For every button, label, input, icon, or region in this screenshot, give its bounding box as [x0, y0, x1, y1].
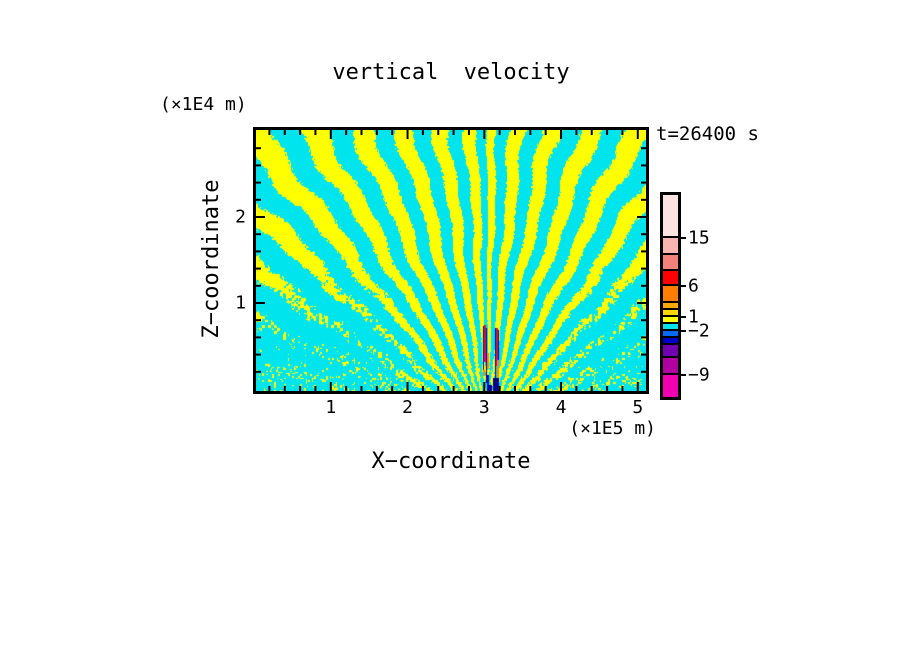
colorbar-segment — [663, 345, 678, 358]
velocity-field-canvas — [256, 130, 646, 391]
colorbar-tick — [681, 285, 686, 287]
y-axis-title: Z−coordinate — [199, 179, 224, 339]
colorbar-segment — [663, 324, 678, 331]
y-axis-units-label: (×1E4 m) — [160, 94, 247, 115]
colorbar-tick-label: 1 — [688, 306, 699, 328]
x-tick-label: 3 — [478, 397, 490, 418]
y-tick-label: 2 — [235, 206, 246, 228]
colorbar — [660, 192, 681, 400]
x-tick-label: 5 — [632, 397, 644, 418]
colorbar-tick — [681, 237, 686, 239]
colorbar-segment — [663, 317, 678, 324]
colorbar-tick — [681, 374, 686, 376]
colorbar-segment — [663, 303, 678, 310]
colorbar-segment — [663, 286, 678, 303]
x-tick-label: 2 — [402, 397, 413, 418]
x-axis-title: X−coordinate — [371, 449, 531, 474]
time-annotation: t=26400 s — [656, 123, 759, 145]
colorbar-segment — [663, 195, 678, 238]
colorbar-tick — [681, 330, 686, 332]
colorbar-tick-label: 15 — [688, 227, 710, 249]
x-axis-units-label: (×1E5 m) — [569, 418, 656, 439]
colorbar-tick-label: −9 — [688, 364, 710, 386]
colorbar-segment — [663, 375, 678, 397]
colorbar-segment — [663, 271, 678, 286]
plot-area — [253, 127, 649, 394]
colorbar-segment — [663, 331, 678, 338]
colorbar-segment — [663, 358, 678, 375]
y-tick-label: 1 — [235, 292, 246, 314]
colorbar-segment — [663, 255, 678, 271]
colorbar-segment — [663, 338, 678, 345]
x-tick-label: 1 — [325, 397, 337, 418]
colorbar-tick-label: 6 — [688, 275, 699, 297]
colorbar-segment — [663, 238, 678, 255]
colorbar-segment — [663, 310, 678, 317]
x-tick-label: 4 — [555, 397, 567, 418]
chart-title: vertical velocity — [332, 60, 570, 85]
colorbar-tick-label: −2 — [688, 320, 710, 342]
colorbar-tick — [681, 316, 686, 318]
